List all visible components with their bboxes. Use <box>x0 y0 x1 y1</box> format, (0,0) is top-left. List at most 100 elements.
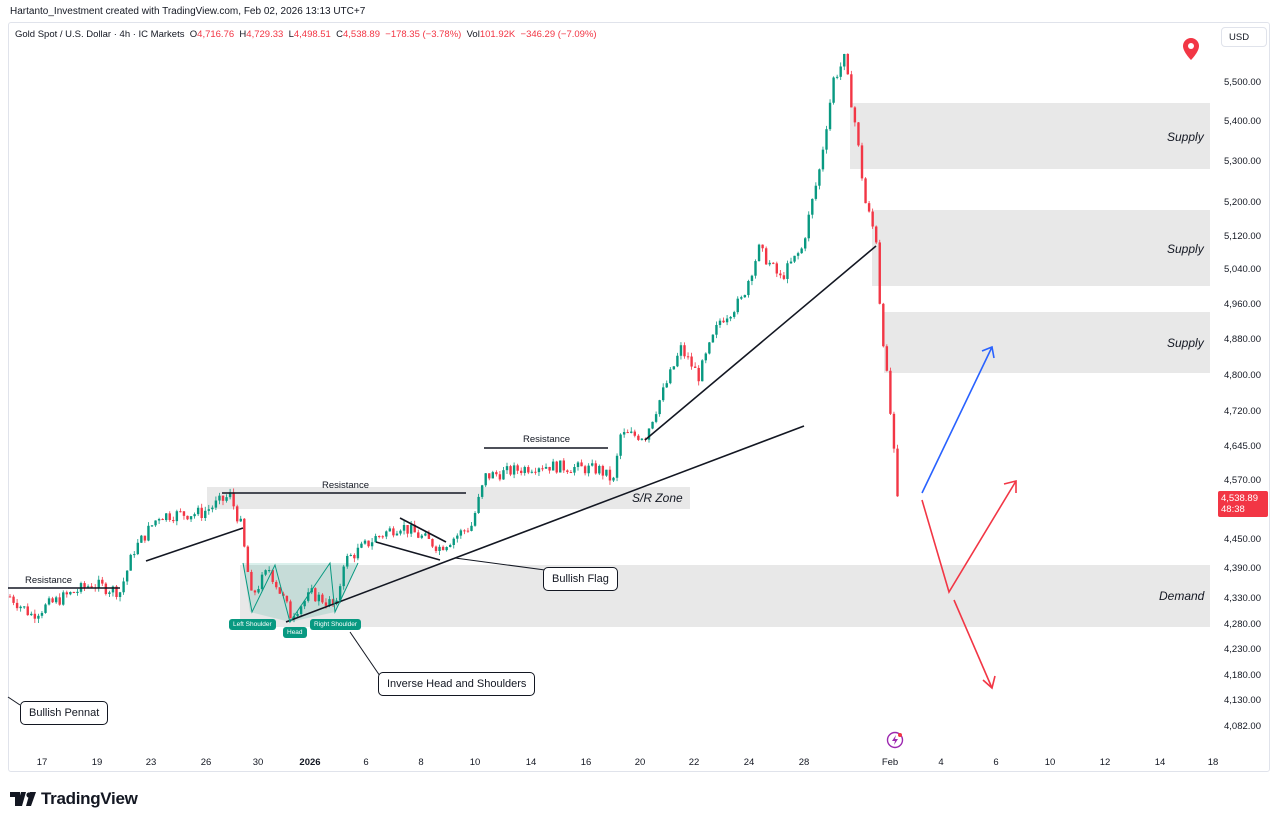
price-tick: 4,645.00 <box>1224 441 1261 452</box>
price-tick: 4,180.00 <box>1224 670 1261 681</box>
candle <box>711 334 715 343</box>
candle <box>232 492 235 507</box>
candle <box>569 472 573 474</box>
candle <box>875 226 878 243</box>
price-tick: 5,120.00 <box>1224 231 1261 242</box>
price-tick: 4,082.00 <box>1224 721 1261 732</box>
candle <box>871 211 874 227</box>
trendline-rally <box>644 245 877 441</box>
candle <box>850 74 853 108</box>
price-tick: 5,040.00 <box>1224 264 1261 275</box>
callout-pointer-hs <box>349 631 381 677</box>
candle <box>264 570 267 575</box>
flag-lines <box>375 541 441 561</box>
symbol-name[interactable]: Gold Spot / U.S. Dollar · 4h · IC Market… <box>15 29 185 40</box>
candle <box>779 273 782 276</box>
candle <box>427 533 431 539</box>
candle <box>143 535 147 541</box>
candle <box>196 507 200 515</box>
candle <box>786 263 789 279</box>
time-tick: 4 <box>938 757 944 768</box>
candle <box>338 586 342 601</box>
candle <box>576 462 580 468</box>
candle <box>811 198 814 215</box>
price-tick: 4,330.00 <box>1224 593 1261 604</box>
candle <box>679 345 683 356</box>
tradingview-logo[interactable]: TradingView <box>10 789 138 809</box>
candle <box>548 466 551 471</box>
candle <box>168 513 171 520</box>
candle <box>601 465 605 476</box>
trendline-main <box>285 425 805 623</box>
location-pin-icon[interactable] <box>1181 37 1201 61</box>
candle <box>867 203 871 212</box>
candle <box>275 581 278 588</box>
candle <box>186 515 189 520</box>
low-value: 4,498.51 <box>293 29 331 40</box>
candle <box>154 520 157 526</box>
candle <box>488 473 491 479</box>
candle <box>640 438 644 440</box>
candle <box>51 598 54 603</box>
resistance-label-1: Resistance <box>25 575 72 586</box>
supply-label-1: Supply <box>1167 130 1204 144</box>
time-tick: 24 <box>743 757 755 768</box>
candle <box>764 248 768 265</box>
candle <box>271 570 274 582</box>
time-tick: 19 <box>91 757 103 768</box>
candle <box>672 366 676 370</box>
candle <box>804 238 807 249</box>
candle <box>669 369 672 384</box>
candle <box>101 579 104 584</box>
candle <box>796 253 800 256</box>
sr-zone-label: S/R Zone <box>632 491 683 505</box>
candle <box>615 455 619 478</box>
candle <box>150 525 154 527</box>
candle <box>289 601 292 619</box>
candle <box>651 421 654 429</box>
candle <box>303 600 306 607</box>
candle <box>385 531 388 537</box>
candle <box>324 602 328 606</box>
candle <box>356 547 360 559</box>
candle <box>832 77 835 103</box>
candle <box>821 149 825 170</box>
candle <box>839 66 842 77</box>
candle <box>239 518 242 522</box>
candle <box>218 495 221 501</box>
candle <box>775 263 778 274</box>
candle <box>562 460 565 471</box>
candle <box>420 535 423 538</box>
candle <box>15 602 19 609</box>
candle <box>165 513 168 521</box>
candle <box>654 414 658 422</box>
candle <box>257 588 260 593</box>
currency-button[interactable]: USD <box>1221 27 1267 47</box>
candle <box>520 470 523 474</box>
left-shoulder-label: Left Shoulder <box>229 619 276 630</box>
price-tick: 4,390.00 <box>1224 563 1261 574</box>
candle <box>367 540 370 547</box>
bearish-arrowhead-down <box>982 675 996 690</box>
candle <box>360 543 363 548</box>
candle <box>772 262 775 264</box>
supply-zone-1 <box>850 103 1210 169</box>
candle <box>789 261 793 264</box>
candle <box>477 496 480 514</box>
time-tick: 26 <box>200 757 212 768</box>
candle <box>889 370 892 414</box>
lightning-event-icon[interactable] <box>886 731 904 749</box>
candle <box>278 587 281 594</box>
flag-lines-top <box>399 517 447 543</box>
candle <box>321 594 324 603</box>
candle <box>449 544 452 548</box>
candle <box>459 530 463 536</box>
candle <box>495 472 498 475</box>
candle <box>207 509 210 511</box>
time-tick: 14 <box>525 757 537 768</box>
candle <box>878 242 881 304</box>
demand-zone <box>240 565 1210 627</box>
candle <box>44 604 47 613</box>
bullish-pennant-callout: Bullish Pennat <box>20 701 109 725</box>
